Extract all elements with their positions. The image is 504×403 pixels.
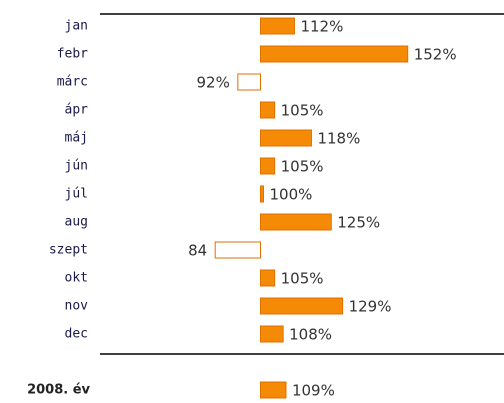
bar (259, 381, 287, 399)
value-label: 129% (349, 298, 392, 316)
bar (259, 325, 284, 343)
value-label: 118% (317, 130, 360, 148)
category-label: ápr (65, 103, 89, 118)
bar (259, 129, 312, 147)
category-label: szept (49, 243, 88, 258)
category-label: febr (57, 47, 88, 62)
category-label: dec (65, 327, 88, 342)
bar (259, 45, 409, 63)
bar (259, 101, 276, 119)
value-label: 109% (292, 382, 335, 400)
bar (259, 17, 295, 35)
value-label: 125% (337, 214, 380, 232)
category-label: júl (65, 187, 88, 202)
value-label: 100% (269, 186, 312, 204)
bar (259, 297, 344, 315)
bar (259, 269, 276, 287)
value-label: 84 (188, 242, 207, 260)
value-label: 105% (281, 158, 324, 176)
category-label: jún (65, 159, 88, 174)
value-label: 108% (289, 326, 332, 344)
category-label: 2008. év (27, 383, 90, 398)
bar (259, 213, 332, 231)
category-label: nov (65, 299, 89, 314)
category-label: jan (65, 19, 88, 34)
bar (259, 185, 264, 203)
bar (214, 241, 261, 259)
category-label: aug (65, 215, 88, 230)
value-label: 92% (196, 74, 229, 92)
value-label: 152% (414, 46, 457, 64)
category-label: okt (65, 271, 88, 286)
category-label: máj (65, 131, 88, 146)
value-label: 112% (300, 18, 343, 36)
value-label: 105% (281, 270, 324, 288)
bar (237, 73, 261, 91)
category-label: márc (57, 75, 88, 90)
bar (259, 157, 276, 175)
value-label: 105% (281, 102, 324, 120)
